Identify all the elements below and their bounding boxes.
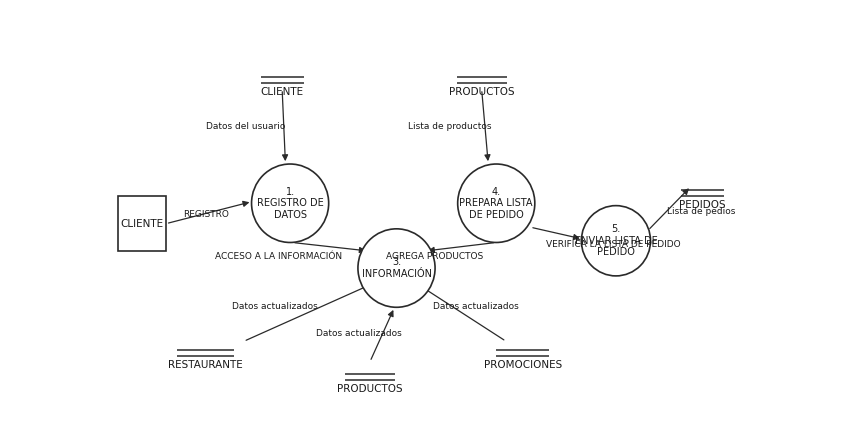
Text: Datos actualizados: Datos actualizados [433,302,519,311]
Text: AGREGA PRODUCTOS: AGREGA PRODUCTOS [386,252,484,260]
Text: PEDIDOS: PEDIDOS [679,200,726,210]
Ellipse shape [457,164,535,242]
Text: 3.
INFORMACIÓN: 3. INFORMACIÓN [361,257,432,279]
Text: VERIFICA LA LISTA DE PEDIDO: VERIFICA LA LISTA DE PEDIDO [547,241,680,249]
Text: CLIENTE: CLIENTE [120,219,163,229]
Text: 4.
PREPARA LISTA
DE PEDIDO: 4. PREPARA LISTA DE PEDIDO [460,187,533,220]
Ellipse shape [358,229,435,307]
Text: PROMOCIONES: PROMOCIONES [484,360,562,370]
Text: Lista de pedios: Lista de pedios [668,207,735,216]
Text: PRODUCTOS: PRODUCTOS [337,384,402,394]
Text: RESTAURANTE: RESTAURANTE [168,360,243,370]
Text: CLIENTE: CLIENTE [261,87,304,97]
Ellipse shape [582,206,650,276]
Text: 1.
REGISTRO DE
DATOS: 1. REGISTRO DE DATOS [257,187,323,220]
Ellipse shape [251,164,329,242]
Text: ACCESO A LA INFORMACIÓN: ACCESO A LA INFORMACIÓN [215,252,342,260]
Text: Datos actualizados: Datos actualizados [232,302,317,311]
Text: Datos del usuario: Datos del usuario [206,122,285,131]
Text: REGISTRO: REGISTRO [183,210,228,219]
Text: PRODUCTOS: PRODUCTOS [449,87,515,97]
Text: 5.
ENVIAR LISTA DE
PEDIDO: 5. ENVIAR LISTA DE PEDIDO [575,224,657,257]
Text: Lista de productos: Lista de productos [408,122,492,131]
Bar [118,196,166,251]
Text: Datos actualizados: Datos actualizados [316,329,402,338]
